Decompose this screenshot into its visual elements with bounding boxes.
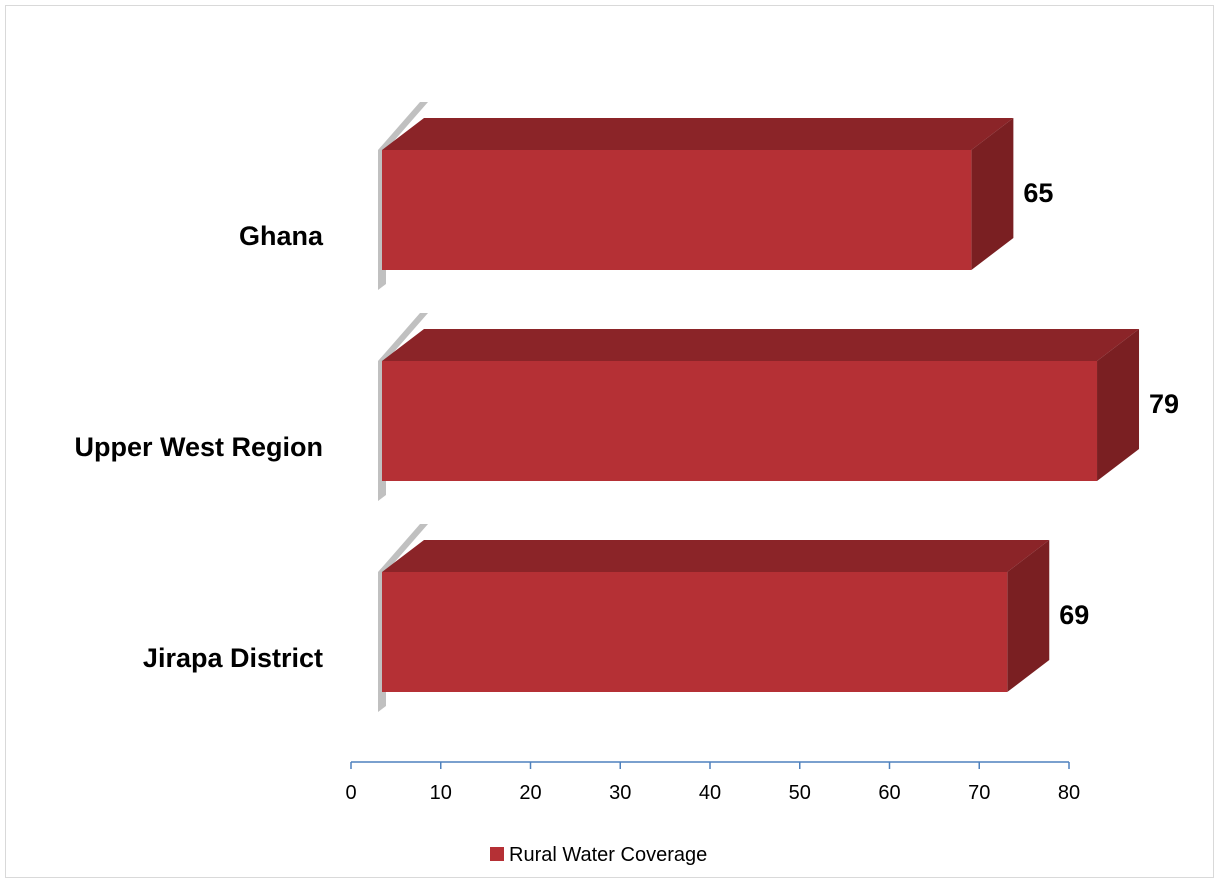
bar-left-shadow (378, 524, 428, 712)
x-tick-label: 70 (968, 782, 990, 804)
bar-left-shadow (378, 102, 428, 290)
legend-label: Rural Water Coverage (509, 844, 707, 866)
bar-left-shadow (378, 313, 428, 501)
category-label: Jirapa District (143, 643, 323, 673)
x-tick-label: 60 (878, 782, 900, 804)
x-tick-label: 80 (1058, 782, 1080, 804)
bar-top-face (382, 329, 1140, 361)
data-label: 79 (1149, 389, 1179, 419)
bar-group: Ghana 65 (239, 102, 1053, 290)
bar-side-face (1007, 540, 1050, 692)
bars-layer: Ghana 65 Upper West Region 79 Jirapa Distric… (74, 102, 1179, 712)
x-tick-label: 50 (789, 782, 811, 804)
bar-top-face (382, 118, 1014, 150)
x-tick-label: 30 (609, 782, 631, 804)
x-axis: 0 10 20 30 40 50 60 70 80 (345, 761, 1080, 804)
legend: Rural Water Coverage (490, 844, 707, 866)
category-label: Upper West Region (74, 432, 323, 462)
bar-side-face (1097, 329, 1140, 481)
bar-group: Jirapa District 69 (143, 524, 1089, 712)
data-label: 65 (1023, 178, 1053, 208)
bar-side-face (971, 118, 1014, 270)
x-tick-label: 40 (699, 782, 721, 804)
legend-swatch (490, 847, 504, 861)
x-tick-label: 20 (519, 782, 541, 804)
category-label: Ghana (239, 221, 324, 251)
bar (382, 150, 972, 270)
bar (382, 361, 1098, 481)
data-label: 69 (1059, 600, 1089, 630)
x-tick-label: 10 (430, 782, 452, 804)
bar-top-face (382, 540, 1050, 572)
bar-group: Upper West Region 79 (74, 313, 1179, 501)
bar (382, 572, 1008, 692)
x-tick-label: 0 (345, 782, 356, 804)
